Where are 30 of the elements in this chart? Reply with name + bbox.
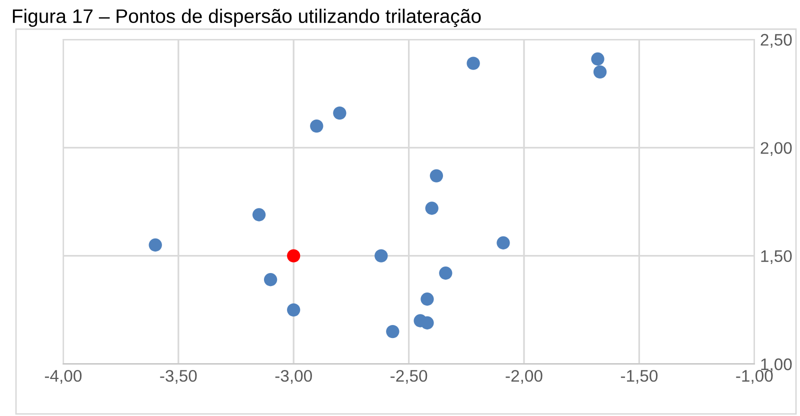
point	[264, 273, 278, 286]
point	[386, 324, 400, 338]
y-tick-label: 2,50	[760, 34, 792, 48]
x-tick-label: -1,00	[736, 370, 773, 384]
point	[252, 208, 266, 222]
point	[425, 202, 438, 215]
point	[593, 65, 607, 79]
point	[420, 316, 434, 330]
point	[466, 56, 480, 70]
y-tick-label: 1,50	[761, 250, 792, 264]
point	[148, 238, 162, 252]
x-tick-label: -3,50	[160, 370, 197, 384]
chart-title: Figura 17 – Pontos de dispersão utilizando trilateração	[12, 8, 481, 27]
point	[287, 303, 300, 317]
point	[420, 292, 434, 306]
point	[310, 119, 324, 133]
x-tick-label: -3,00	[275, 370, 312, 384]
point	[287, 249, 300, 262]
point	[496, 236, 510, 250]
x-tick-label: -2,00	[506, 370, 542, 384]
point	[333, 106, 346, 120]
point	[430, 169, 444, 182]
point	[591, 52, 604, 66]
y-tick-label: 1,00	[761, 358, 792, 372]
x-tick-label: -2,50	[390, 370, 428, 384]
x-tick-label: -1,50	[620, 370, 658, 384]
y-tick-label: 2,00	[760, 142, 792, 156]
x-tick-label: -4,00	[44, 370, 82, 384]
point	[439, 266, 452, 280]
point	[374, 249, 388, 262]
